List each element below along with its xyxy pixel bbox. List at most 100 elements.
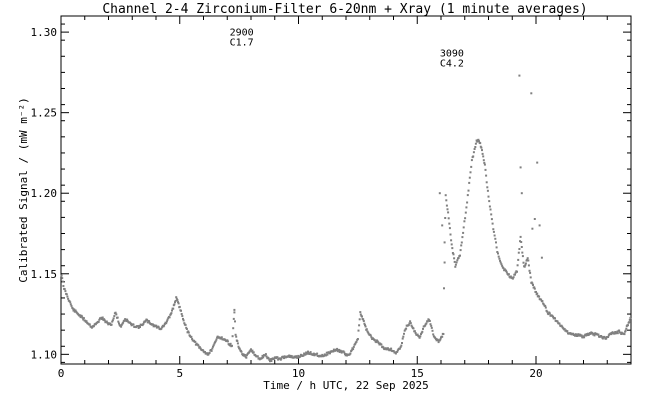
data-point [61,280,64,283]
data-point [585,334,588,337]
data-point [477,138,480,141]
data-point [514,271,517,274]
data-point [172,307,175,310]
y-tick-label: 1.20 [31,187,58,200]
data-point [325,354,328,357]
data-point [492,230,495,233]
data-point [364,324,366,327]
data-point [530,92,533,95]
data-point [61,277,64,280]
data-point [309,351,312,354]
data-point [396,349,399,352]
data-point [511,277,514,280]
data-point [359,311,362,314]
data-point [413,330,416,333]
data-point [231,335,234,338]
data-point [400,344,403,347]
data-point [448,227,451,230]
data-point [111,319,114,322]
y-tick-label: 1.30 [31,26,58,39]
data-point [290,356,293,359]
data-point [260,357,263,360]
data-point [448,222,451,225]
data-point [220,336,223,339]
data-point [292,356,295,359]
data-point [279,357,282,360]
data-point [546,310,549,313]
data-point [114,311,117,314]
data-point [431,329,434,332]
data-point [482,155,485,158]
data-point [547,313,550,316]
data-point [428,320,431,322]
data-point [419,335,422,338]
data-point [250,348,252,351]
data-point [521,255,524,258]
data-point [465,206,468,209]
data-point [453,257,456,260]
data-point [249,349,252,352]
data-point [356,338,359,340]
data-point [354,342,357,345]
data-point [297,354,300,357]
data-point [264,353,267,356]
data-point [212,344,215,347]
data-point [191,338,194,340]
data-point [146,321,149,324]
data-point [457,257,460,259]
data-point [628,321,631,324]
data-point [524,262,527,265]
data-point [166,318,169,321]
data-point [459,249,462,252]
data-point [103,318,106,321]
data-point [520,241,523,243]
data-point [170,312,173,315]
data-point [366,330,369,333]
data-point [447,217,450,220]
data-point [367,331,370,334]
data-point [451,247,454,250]
data-point [243,354,246,356]
data-point [74,309,77,312]
data-point [481,149,483,152]
data-point [171,309,173,312]
data-point [603,336,606,339]
data-point [600,335,603,338]
data-point [312,353,315,356]
data-point [232,327,235,330]
data-point [489,208,492,211]
data-point [459,254,461,257]
data-point [173,303,176,306]
data-point [466,201,469,204]
data-point [246,353,249,355]
data-point [110,323,113,326]
data-point [236,340,239,342]
data-point [464,211,467,214]
data-point [198,346,201,349]
data-point [165,320,168,323]
data-point [163,323,166,325]
data-point [283,357,285,360]
data-point [496,251,499,253]
y-tick-label: 1.15 [31,268,58,281]
data-point [269,360,271,363]
data-point [382,346,385,349]
data-point [369,334,372,337]
data-point [174,300,177,302]
data-point [407,324,410,327]
data-point [148,320,151,323]
data-point [558,322,561,325]
data-point [468,181,471,184]
data-point [137,325,140,328]
data-point [531,282,534,285]
data-point [512,276,515,279]
data-point [610,333,613,336]
data-point [66,295,69,298]
data-point [403,329,406,332]
data-point [625,327,628,330]
data-point [168,316,171,319]
data-point [463,220,466,223]
data-point [290,355,293,358]
data-point [517,251,520,254]
data-point [437,341,440,344]
